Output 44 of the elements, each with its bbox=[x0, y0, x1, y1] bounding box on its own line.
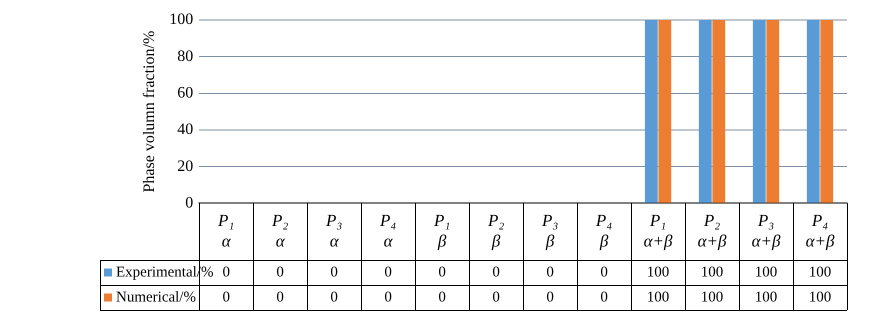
data-label: 100 bbox=[700, 264, 724, 280]
data-label: 0 bbox=[492, 289, 500, 306]
data-label: 100 bbox=[700, 289, 724, 306]
data-label: 0 bbox=[438, 289, 446, 306]
x-tick-label: P₁ α bbox=[217, 210, 234, 250]
x-tick-label: P₂ α bbox=[271, 210, 288, 250]
y-tick-label: 40 bbox=[177, 121, 194, 138]
y-tick-label: 60 bbox=[177, 84, 194, 102]
data-label: 0 bbox=[222, 264, 230, 280]
data-label: 0 bbox=[438, 264, 446, 280]
data-label: 0 bbox=[600, 264, 608, 280]
y-axis-title: Phase volumn fraction/% bbox=[140, 30, 158, 192]
x-tick-label: P₄ α+β bbox=[806, 210, 835, 250]
data-label: 100 bbox=[808, 289, 832, 306]
x-tick-label: P₄ α bbox=[378, 210, 396, 250]
y-tick-label: 80 bbox=[177, 48, 194, 65]
y-tick-label: 100 bbox=[169, 11, 194, 28]
data-label: 0 bbox=[492, 264, 500, 280]
x-tick-label: P₃ α bbox=[325, 210, 342, 250]
data-label: 0 bbox=[330, 289, 338, 306]
legend-label: Numerical/% bbox=[116, 289, 196, 306]
x-tick-label: P₃ β bbox=[540, 210, 558, 250]
data-label: 100 bbox=[646, 264, 670, 280]
data-label: 0 bbox=[222, 289, 230, 306]
data-label: 100 bbox=[754, 264, 778, 280]
data-label: 0 bbox=[600, 289, 608, 306]
data-label: 0 bbox=[546, 264, 554, 280]
y-tick-label: 20 bbox=[177, 158, 194, 175]
x-tick-label: P₁ α+β bbox=[644, 210, 674, 250]
x-tick-label: P₃ α+β bbox=[752, 210, 781, 250]
data-label: 0 bbox=[330, 264, 338, 280]
data-label: 0 bbox=[276, 289, 284, 306]
data-label: 100 bbox=[646, 289, 670, 306]
x-tick-label: P₂ β bbox=[486, 210, 504, 250]
data-label: 0 bbox=[276, 264, 284, 280]
x-tick-label: P₁ β bbox=[432, 210, 450, 250]
data-label: 100 bbox=[754, 289, 778, 306]
y-tick-label: 0 bbox=[185, 194, 194, 212]
data-label: 0 bbox=[384, 289, 392, 306]
x-tick-label: P₂ α+β bbox=[698, 210, 727, 250]
data-label: 100 bbox=[808, 264, 832, 280]
data-label: 0 bbox=[546, 289, 554, 306]
data-label: 0 bbox=[384, 264, 392, 280]
x-tick-label: P₄ β bbox=[594, 210, 612, 250]
